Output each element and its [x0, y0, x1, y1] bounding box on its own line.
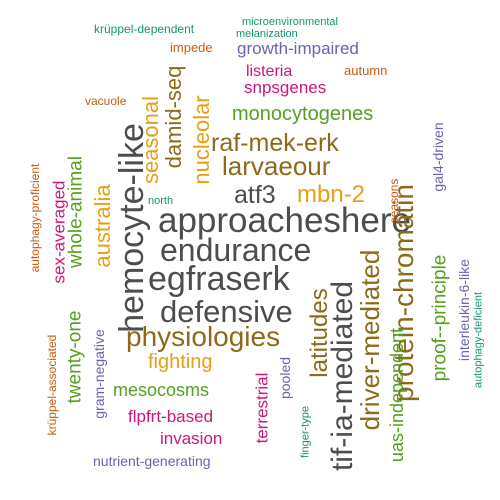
word-growth-impaired: growth-impaired [237, 39, 359, 58]
word-approacheshere: approacheshere [158, 201, 411, 240]
word-invasion: invasion [160, 429, 223, 448]
word-atf3: atf3 [234, 181, 276, 209]
word-flpfrt-based: flpfrt-based [128, 407, 214, 426]
word-finger-type: finger-type [299, 406, 312, 458]
word-north: north [148, 195, 174, 207]
word-interleukin-6-like: interleukin-6-like [456, 259, 472, 361]
word-seasons: seasons [387, 178, 401, 224]
word-sex-averaged: sex-averaged [49, 180, 69, 284]
word-defensive: defensive [160, 294, 293, 329]
word-snpsgenes: snpsgenes [244, 78, 327, 97]
word-driver-mediated: driver-mediated [355, 249, 385, 431]
word-larvaeour: larvaeour [222, 151, 331, 181]
word-physiologies: physiologies [126, 321, 281, 352]
word-latitudes: latitudes [306, 288, 333, 378]
word-raf-mek-erk: raf-mek-erk [211, 129, 339, 157]
word-fighting: fighting [148, 351, 213, 373]
word-terrestrial: terrestrial [252, 372, 272, 444]
word-gram-negative: gram-negative [91, 329, 107, 419]
word-seasonal: seasonal [138, 95, 163, 185]
word-pooled: pooled [277, 356, 293, 400]
word-autophagy-deficient: autophagy-deficient [472, 291, 485, 389]
word-gal4-driven: gal4-driven [430, 122, 446, 192]
word-twenty-one: twenty-one [64, 310, 86, 404]
word-mesocosms: mesocosms [113, 380, 210, 400]
word-melanization: melanization [236, 28, 298, 40]
word-impede: impede [170, 40, 213, 55]
word-australia: australia [90, 184, 115, 268]
word-monocytogenes: monocytogenes [232, 103, 374, 125]
word-microenvironmental: microenvironmental [242, 16, 338, 28]
word-nucleolar: nucleolar [189, 95, 214, 185]
word-damid-seq: damid-seq [161, 65, 186, 169]
word-autophagy-proficient: autophagy-proficient [28, 163, 42, 273]
word-autumn: autumn [344, 63, 388, 78]
word-nutrient-generating: nutrient-generating [93, 453, 211, 469]
word-uas-independent: uas-independent [387, 327, 407, 463]
word-egfraserk: egfraserk [148, 260, 290, 298]
word-kruppel-dependent: krüppel-dependent [94, 22, 195, 36]
word-proof--principle: proof--principle [429, 254, 451, 382]
word-endurance: endurance [160, 232, 312, 268]
word-vacuole: vacuole [85, 94, 127, 108]
word-mbn-2: mbn-2 [297, 181, 366, 208]
word-kruppel-associated: krüppel-associated [45, 334, 59, 436]
word-whole-animal: whole-animal [65, 156, 87, 268]
word-listeria: listeria [246, 63, 293, 80]
